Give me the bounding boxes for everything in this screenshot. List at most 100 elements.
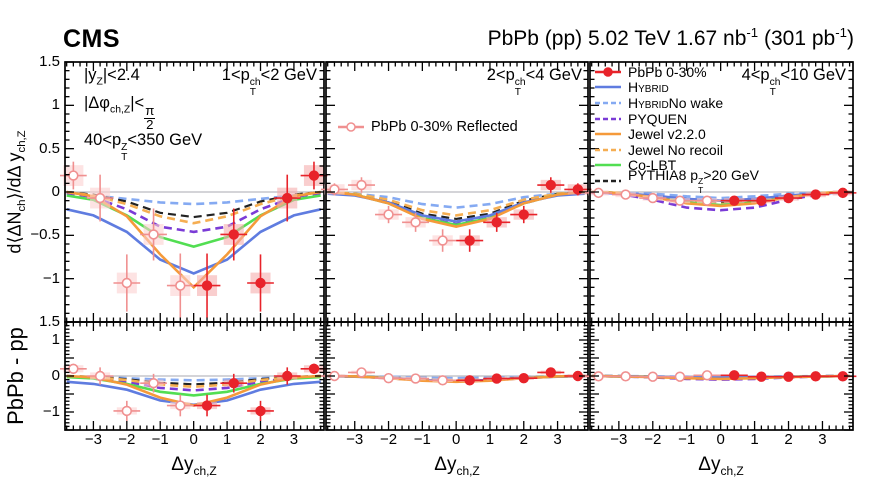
pythia8-marker-icon [595, 179, 621, 183]
marker [545, 367, 557, 378]
marker [464, 235, 475, 246]
marker [282, 192, 293, 204]
data-point-measured [747, 195, 775, 206]
data-point-measured [247, 254, 274, 312]
y-tick-label: 1.5 [39, 53, 60, 70]
panel-label-pt1: 1<p ch T <2 GeV [221, 66, 317, 99]
data-point-measured [537, 177, 565, 193]
data-point-reflected [140, 208, 167, 261]
legend-item-label: Co-LBT [628, 157, 677, 174]
marker [255, 405, 266, 417]
marker [175, 280, 186, 291]
marker [356, 179, 367, 191]
y-tick-label: −1 [42, 269, 60, 287]
marker [148, 378, 159, 389]
data-point-reflected [666, 195, 694, 206]
x-tick-label: −2 [118, 431, 136, 448]
marker [282, 370, 293, 382]
marker [620, 189, 631, 200]
data-point-reflected [612, 371, 640, 382]
data-point-reflected [113, 254, 141, 312]
condition-ptz: 40<p Z T <350 GeV [84, 131, 203, 164]
data-point-measured [300, 161, 328, 190]
marker [308, 363, 320, 374]
legend-item-label: Hybrid [628, 79, 669, 96]
x-tick-label: 2 [256, 431, 265, 448]
legend-item-pbpb: PbPb 0-30% [594, 64, 759, 80]
marker [491, 217, 502, 228]
curve-hybrid [66, 380, 321, 407]
marker [674, 195, 686, 206]
panel-label-pt2: 2<p ch T <4 GeV [486, 66, 582, 99]
marker [464, 375, 475, 386]
x-tick-label: 2 [519, 431, 528, 448]
data-point-measured [747, 371, 775, 382]
panel-lower-2 [320, 321, 592, 431]
data-point-measured [273, 367, 301, 385]
marker [437, 235, 448, 246]
data-point-measured [193, 253, 221, 318]
y-tick-label: 0 [51, 183, 60, 200]
marker [308, 170, 320, 181]
marker [228, 229, 239, 240]
marker [121, 277, 133, 289]
marker [94, 370, 106, 382]
data-point-reflected [693, 195, 721, 206]
x-tick-label: −1 [151, 431, 169, 448]
legend-item-colbt: Co-LBT [594, 157, 759, 174]
x-tick-label: 1 [222, 431, 232, 448]
panel-label-pt3: 4<p ch T <10 GeV [741, 66, 846, 99]
data-point-measured [193, 394, 221, 417]
x-tick-label: −3 [610, 431, 628, 448]
data-point-measured [510, 372, 538, 384]
marker [68, 170, 79, 181]
marker [201, 400, 213, 411]
marker [729, 195, 740, 206]
data-point-measured [456, 229, 484, 252]
marker [545, 179, 557, 191]
curve-pyquen [66, 191, 321, 234]
x-tick-label: 2 [784, 431, 793, 448]
legend-item-hybrid-nowake: Hybrid No wake [594, 95, 759, 111]
x-tick-label: 0 [189, 431, 198, 448]
data-point-measured [510, 205, 538, 224]
data-point-measured [802, 189, 830, 200]
marker [68, 363, 79, 374]
curve-hybrid [66, 208, 321, 275]
condition-dphi: |Δφch,Z|< π 2 [84, 94, 156, 132]
legend-item-label: PYTHIA8 p Z T >20 GeV [628, 166, 759, 195]
marker [175, 400, 186, 411]
data-point-reflected [612, 189, 640, 200]
marker [491, 373, 502, 384]
data-point-reflected [347, 177, 376, 193]
legend-item-label: PYQUEN [628, 110, 688, 127]
marker [729, 370, 740, 381]
marker [121, 405, 133, 417]
marker [518, 372, 529, 384]
marker [620, 371, 631, 382]
y-tick-label: 1.5 [39, 313, 60, 330]
curve-jewel [327, 190, 585, 229]
marker [228, 378, 239, 389]
data-point-measured [829, 371, 857, 382]
experiment-label: CMS [63, 25, 121, 53]
y-tick-label: 0.5 [39, 139, 60, 157]
panel-lower-1 [59, 321, 328, 431]
data-point-reflected [375, 205, 403, 224]
x-tick-label: −1 [678, 431, 696, 448]
data-point-measured [483, 373, 511, 384]
data-point-measured [774, 371, 803, 382]
data-point-reflected [666, 371, 694, 382]
data-point-reflected [166, 253, 194, 318]
legend-item-jewel: Jewel v2.2.0 [594, 126, 759, 142]
data-point-reflected [59, 363, 87, 374]
data-point-measured [220, 373, 248, 393]
hybrid-marker-icon [595, 86, 621, 89]
marker [356, 367, 367, 378]
data-point-measured [774, 192, 803, 204]
marker [647, 192, 658, 204]
data-point-measured [802, 371, 830, 382]
marker [756, 195, 767, 206]
data-point-reflected [429, 375, 457, 386]
marker [255, 277, 266, 289]
